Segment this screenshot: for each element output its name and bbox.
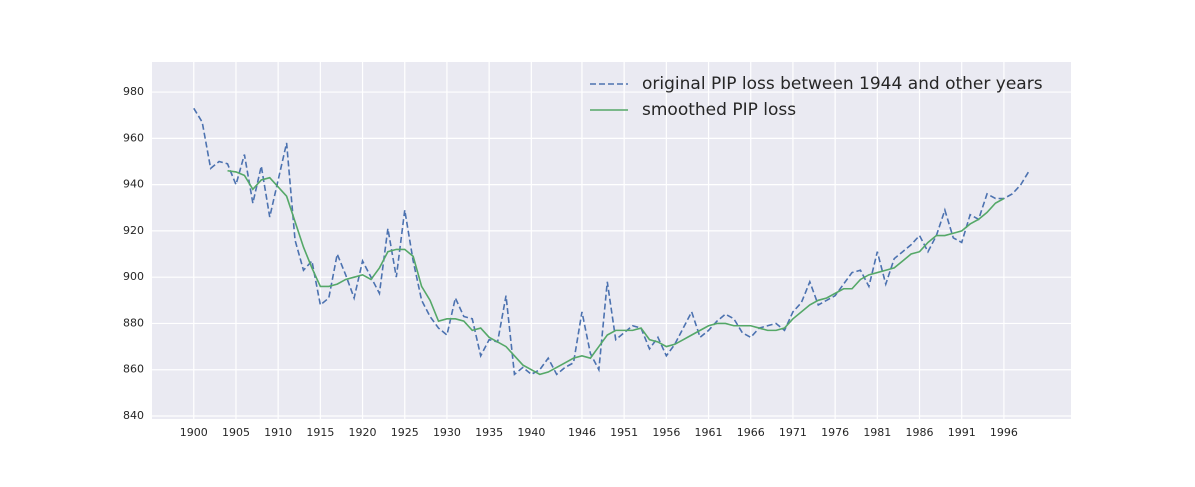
x-tick-label: 1930	[433, 426, 461, 439]
x-tick-label: 1971	[779, 426, 807, 439]
plot-area	[152, 62, 1071, 419]
y-tick-label: 900	[123, 270, 144, 283]
y-tick-label: 980	[123, 85, 144, 98]
x-tick-label: 1940	[517, 426, 545, 439]
x-tick-label: 1920	[349, 426, 377, 439]
y-tick-label: 920	[123, 224, 144, 237]
legend-label: smoothed PIP loss	[642, 100, 796, 120]
x-tick-label: 1991	[948, 426, 976, 439]
x-tick-label: 1935	[475, 426, 503, 439]
x-tick-label: 1951	[610, 426, 638, 439]
x-tick-label: 1915	[306, 426, 334, 439]
y-tick-label: 960	[123, 131, 144, 144]
y-tick-label: 840	[123, 409, 144, 422]
y-tick-label: 940	[123, 178, 144, 191]
x-tick-label: 1905	[222, 426, 250, 439]
x-tick-label: 1981	[863, 426, 891, 439]
x-tick-label: 1976	[821, 426, 849, 439]
y-tick-label: 860	[123, 363, 144, 376]
y-tick-label: 880	[123, 316, 144, 329]
x-tick-label: 1986	[906, 426, 934, 439]
x-tick-label: 1961	[695, 426, 723, 439]
x-tick-label: 1966	[737, 426, 765, 439]
x-tick-label: 1910	[264, 426, 292, 439]
x-tick-label: 1900	[180, 426, 208, 439]
legend-label: original PIP loss between 1944 and other…	[642, 74, 1043, 94]
x-tick-label: 1956	[652, 426, 680, 439]
line	[227, 169, 1005, 376]
line	[193, 107, 1030, 376]
x-tick-label: 1946	[568, 426, 596, 439]
x-tick-label: 1925	[391, 426, 419, 439]
x-tick-label: 1996	[990, 426, 1018, 439]
